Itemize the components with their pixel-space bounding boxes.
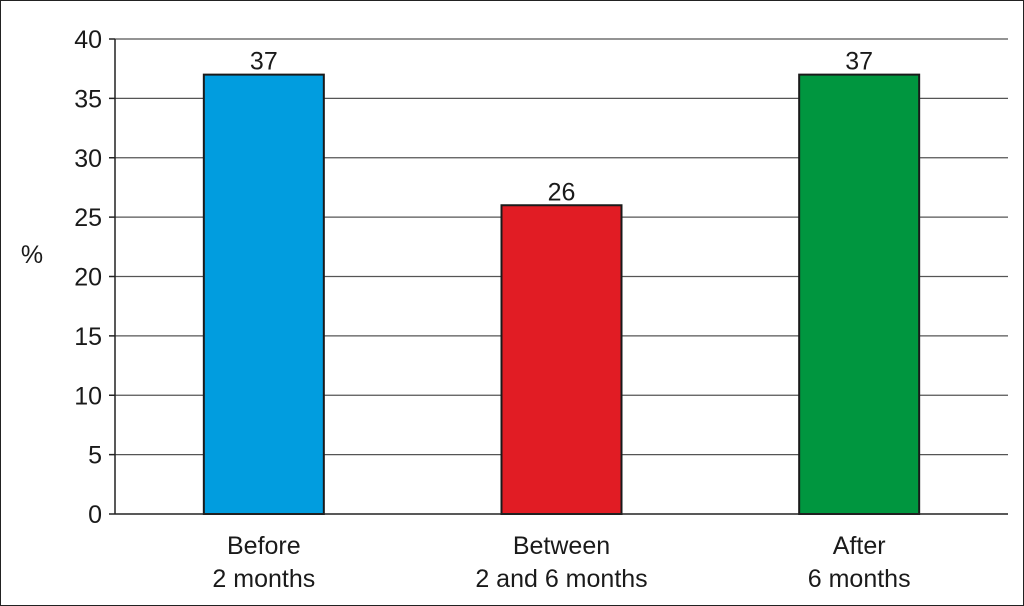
data-labels: 37 26 37	[250, 48, 873, 207]
y-tick-label: 15	[74, 323, 102, 351]
y-tick-label: 5	[88, 442, 102, 470]
category-label: Before	[227, 532, 301, 560]
category-label: Between	[513, 532, 610, 560]
bar	[202, 73, 325, 515]
category-label: 2 months	[212, 565, 315, 593]
category-labels: Before 2 months Between 2 and 6 months After…	[212, 532, 910, 593]
category-label: 2 and 6 months	[475, 565, 647, 593]
y-tick-label: 40	[74, 26, 102, 54]
category-label: After	[833, 532, 886, 560]
data-label: 37	[845, 48, 873, 76]
bars	[202, 73, 921, 515]
y-tick-labels: 0 5 10 15 20 25 30 35 40	[74, 26, 102, 529]
bar	[500, 204, 623, 515]
y-tick-label: 0	[88, 501, 102, 529]
y-tick-label: 20	[74, 264, 102, 292]
data-label: 37	[250, 48, 278, 76]
y-tick-label: 25	[74, 204, 102, 232]
y-tick-label: 10	[74, 382, 102, 410]
axes	[114, 39, 1008, 515]
y-tick-label: 30	[74, 145, 102, 173]
bar	[798, 73, 921, 515]
category-label: 6 months	[808, 565, 911, 593]
y-axis-title: %	[21, 241, 43, 269]
data-label: 26	[548, 178, 576, 206]
y-tick-label: 35	[74, 85, 102, 113]
